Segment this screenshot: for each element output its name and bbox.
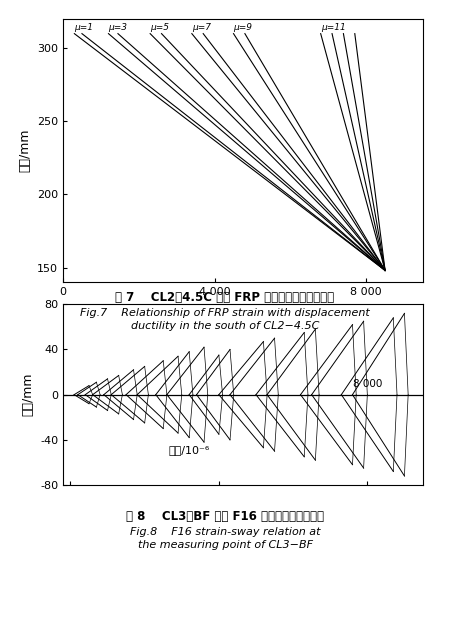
Text: ductility in the south of CL2−4.5C: ductility in the south of CL2−4.5C	[131, 321, 319, 331]
Text: μ=3: μ=3	[108, 23, 127, 32]
Text: μ=1: μ=1	[74, 23, 93, 32]
Text: μ=11: μ=11	[321, 23, 346, 32]
Text: μ=9: μ=9	[234, 23, 252, 32]
Y-axis label: 高度/mm: 高度/mm	[18, 129, 32, 172]
Text: 图 8    CL3－BF 测点 F16 应变和侧向位移关系: 图 8 CL3－BF 测点 F16 应变和侧向位移关系	[126, 510, 324, 523]
Text: the measuring point of CL3−BF: the measuring point of CL3−BF	[138, 540, 312, 550]
Text: 8 000: 8 000	[353, 379, 382, 389]
X-axis label: 应变 /10⁻⁶: 应变 /10⁻⁶	[218, 302, 268, 316]
Text: 图 7    CL2－4.5C 南面 FRP 应变和位移延性的关系: 图 7 CL2－4.5C 南面 FRP 应变和位移延性的关系	[116, 292, 334, 304]
Text: Fig.8    F16 strain-sway relation at: Fig.8 F16 strain-sway relation at	[130, 527, 320, 537]
Text: 应变/10⁻⁶: 应变/10⁻⁶	[169, 446, 210, 455]
Text: μ=7: μ=7	[192, 23, 211, 32]
Text: Fig.7    Relationship of FRP strain with displacement: Fig.7 Relationship of FRP strain with di…	[80, 308, 370, 318]
Text: μ=5: μ=5	[150, 23, 169, 32]
Y-axis label: 位移/mm: 位移/mm	[22, 373, 35, 417]
